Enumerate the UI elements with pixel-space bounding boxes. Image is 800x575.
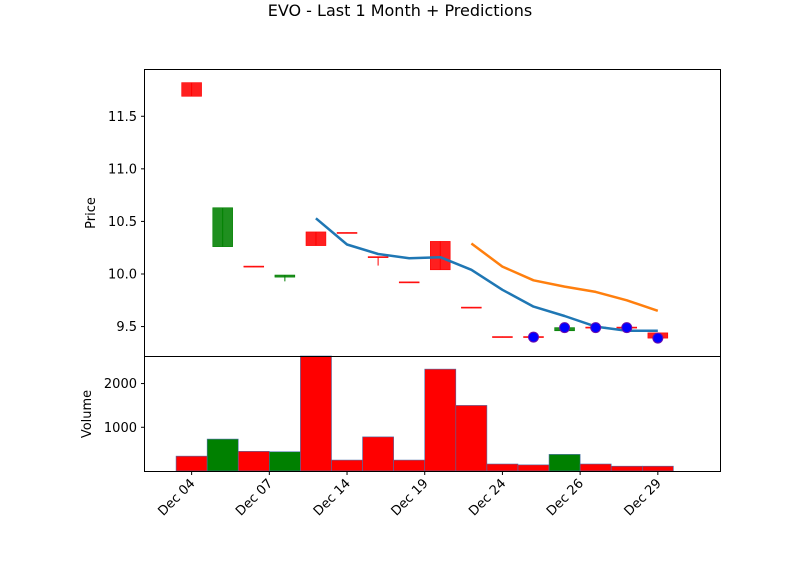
volume-bar	[455, 405, 488, 472]
candle-body	[274, 274, 296, 278]
price-y-label: Price	[84, 197, 99, 229]
candle-body	[430, 241, 451, 271]
price-y-tick-label: 10.5	[108, 215, 137, 230]
price-y-tick-label: 11.5	[108, 110, 137, 125]
candle-body	[181, 82, 202, 97]
candle-body	[212, 207, 233, 247]
volume-bar	[362, 436, 394, 472]
volume-bar	[393, 459, 426, 472]
price-y-tick-label: 10.0	[108, 267, 137, 282]
price-y-tick-label: 11.0	[108, 162, 137, 177]
volume-marks	[175, 355, 674, 472]
price-y-ticks: 9.5 10.0 10.5 11.0 11.5	[108, 110, 145, 335]
volume-y-ticks: 1000 2000	[104, 377, 145, 436]
volume-bar	[331, 459, 363, 472]
prediction-marker	[528, 331, 540, 343]
volume-bar	[579, 463, 612, 472]
volume-y-tick-label: 1000	[104, 421, 137, 436]
x-tick-label: Dec 07	[233, 476, 276, 519]
candle-body	[492, 336, 513, 338]
volume-bar	[641, 465, 674, 472]
price-marks	[181, 82, 669, 344]
x-tick-label: Dec 04	[155, 476, 198, 519]
chart-title: EVO - Last 1 Month + Predictions	[268, 1, 533, 20]
volume-y-label: Volume	[80, 390, 95, 438]
volume-bar	[548, 454, 581, 472]
volume-bar	[517, 464, 550, 472]
prediction-marker	[559, 322, 571, 334]
volume-bar	[206, 438, 239, 472]
volume-bar	[486, 463, 519, 472]
x-tick-label: Dec 14	[311, 476, 354, 519]
price-panel: 9.5 10.0 10.5 11.0 11.5 Price	[84, 69, 721, 357]
volume-y-tick-label: 2000	[104, 377, 137, 392]
candle-body	[305, 231, 327, 246]
x-tick-label: Dec 19	[389, 476, 432, 519]
volume-panel: 1000 2000 Volume	[80, 355, 721, 472]
x-ticks: Dec 04 Dec 07 Dec 14 Dec 19 Dec 24 Dec 26 Dec …	[155, 471, 665, 519]
price-y-tick-label: 9.5	[116, 320, 137, 335]
prediction-marker	[590, 322, 602, 334]
prediction-line	[315, 217, 658, 333]
prediction-marker	[652, 332, 664, 344]
volume-bar	[300, 355, 332, 472]
volume-axes-frame	[144, 356, 721, 472]
x-tick-label: Dec 26	[544, 476, 587, 519]
prediction-marker	[621, 322, 633, 334]
candle-body	[336, 232, 358, 234]
volume-bar	[269, 451, 301, 472]
candle-body	[398, 281, 420, 284]
volume-bar	[424, 368, 457, 472]
candle-body	[367, 256, 389, 258]
x-tick-label: Dec 24	[466, 476, 509, 519]
volume-bar	[237, 451, 270, 472]
x-tick-label: Dec 29	[622, 476, 665, 519]
prediction-line	[470, 242, 659, 312]
candle-body	[243, 265, 265, 268]
volume-bar	[175, 455, 208, 472]
candle-body	[461, 306, 482, 309]
volume-bar	[610, 465, 643, 472]
